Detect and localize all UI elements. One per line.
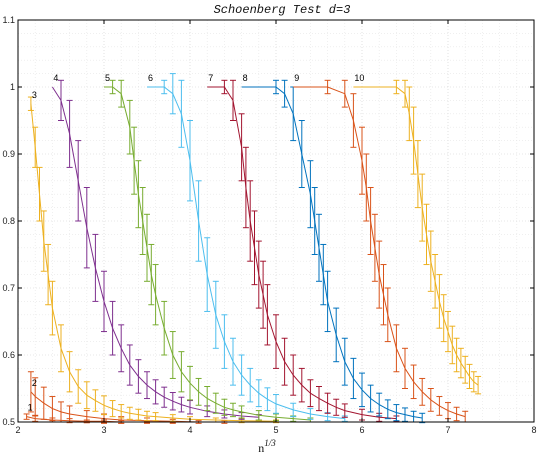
x-tick-label: 3: [101, 425, 106, 435]
x-tick-label: 8: [531, 425, 536, 435]
y-tick-label: 0.6: [2, 350, 15, 360]
y-tick-label: 0.7: [2, 283, 15, 293]
y-tick-label: 0.8: [2, 216, 15, 226]
y-tick-label: 0.9: [2, 149, 15, 159]
curve-label: 8: [243, 73, 248, 83]
curve-label: 5: [105, 73, 110, 83]
curve-label: 3: [32, 90, 37, 100]
series-7: [207, 79, 400, 422]
curve-label: 10: [354, 73, 364, 83]
series-line: [104, 86, 311, 421]
series-9: [293, 79, 469, 423]
x-tick-label: 2: [15, 425, 20, 435]
x-tick-label: 4: [187, 425, 192, 435]
x-tick-label: 6: [359, 425, 364, 435]
curve-label: 1: [28, 403, 33, 413]
series-10: [353, 79, 482, 395]
series-layer: [23, 73, 482, 424]
x-tick-label: 7: [445, 425, 450, 435]
curve-labels: 1 2 3 4 5 6 7 8 9 10: [28, 73, 365, 413]
x-tick-label: 5: [273, 425, 278, 435]
series-line: [293, 86, 466, 418]
curve-label: 4: [53, 73, 58, 83]
y-tick-label: 1.1: [2, 15, 15, 25]
curve-label: 2: [32, 378, 37, 388]
series-line: [207, 86, 397, 420]
chart-title: Schoenberg Test d=3: [214, 3, 351, 17]
series-6: [147, 73, 348, 422]
curve-label: 7: [208, 73, 213, 83]
x-axis-label: n1/3: [258, 438, 276, 454]
y-tick-label: 0.5: [2, 417, 15, 427]
series-line: [353, 86, 479, 386]
tick-layer: 2 3 4 5 6 7 8 0.5 0.6 0.7 0.8 0.9 1 1.1: [2, 15, 536, 435]
curve-label: 9: [294, 73, 299, 83]
y-tick-label: 1: [10, 82, 15, 92]
series-5: [104, 79, 314, 423]
series-8: [241, 79, 426, 424]
series-4: [51, 79, 262, 421]
x-axis-label-base: n: [258, 441, 264, 454]
curve-label: 6: [148, 73, 153, 83]
series-3: [27, 96, 279, 424]
x-axis-label-exponent: 1/3: [264, 438, 276, 448]
